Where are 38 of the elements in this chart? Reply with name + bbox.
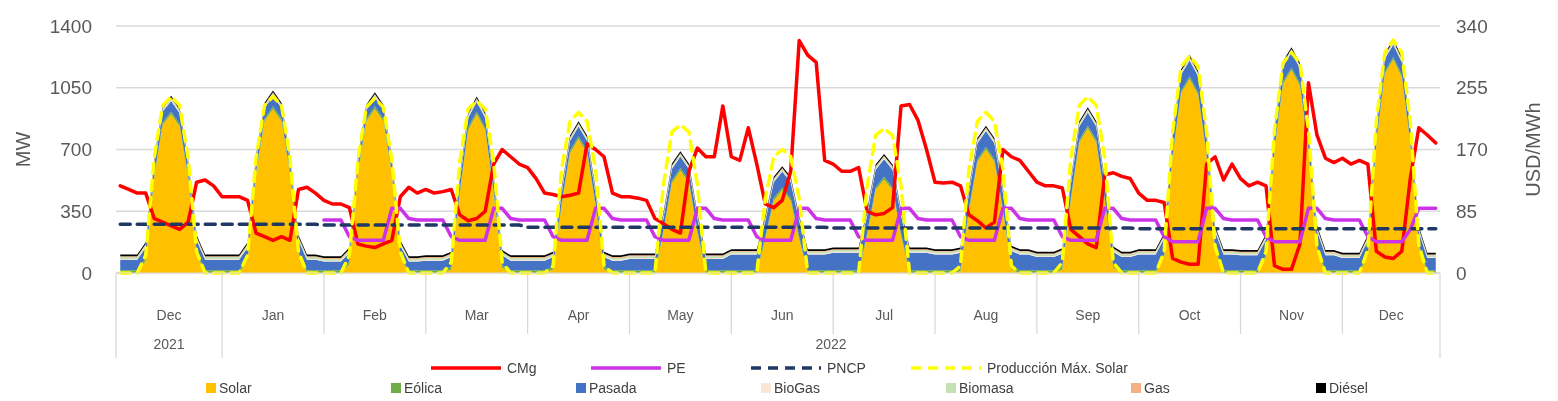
y-tick-label: 1400 [49,15,92,37]
y2-tick-label: 170 [1456,139,1488,161]
x-tick-label: Dec [1378,307,1404,323]
x-tick-label: Apr [567,307,590,323]
x-tick-label: Dec [156,307,182,323]
text: 2021 [153,336,185,352]
legend-label: Pasada [589,379,637,396]
y2-tick-label: 340 [1456,15,1488,37]
y2-axis-title: USD/MWh [1522,102,1544,197]
y-tick-label: 700 [60,139,92,161]
legend-label: PE [667,359,686,376]
legend-label: Solar [219,379,253,396]
y2-tick-label: 255 [1456,77,1488,99]
x-tick-label: May [667,307,694,323]
x-tick-label: Feb [362,307,388,323]
y-tick-label: 1050 [49,77,92,99]
y2-tick-label: 0 [1456,262,1467,284]
legend-label: Eólica [404,379,443,396]
y-tick-label: 350 [60,200,92,222]
legend-label: PNCP [827,359,866,376]
text: 2022 [815,336,847,352]
y2-tick-label: 85 [1456,200,1478,222]
y-tick-label: 0 [81,262,92,284]
legend-label: Gas [1144,379,1170,396]
x-tick-label: Mar [464,307,490,323]
x-tick-label: Sep [1075,307,1101,323]
x-tick-label: Jun [770,307,794,323]
y-axis-title: MW [12,131,34,168]
x-tick-label: Nov [1279,307,1304,323]
legend-label: BioGas [774,379,820,396]
legend-label: Biomasa [959,379,1014,396]
legend-label: Diésel [1329,379,1368,396]
x-tick-label: Oct [1178,307,1201,323]
legend-label: CMg [507,359,537,376]
x-tick-label: Jul [875,307,894,323]
x-tick-label: Aug [973,307,999,323]
legend-label: Producción Máx. Solar [987,359,1129,376]
x-tick-label: Jan [261,307,285,323]
